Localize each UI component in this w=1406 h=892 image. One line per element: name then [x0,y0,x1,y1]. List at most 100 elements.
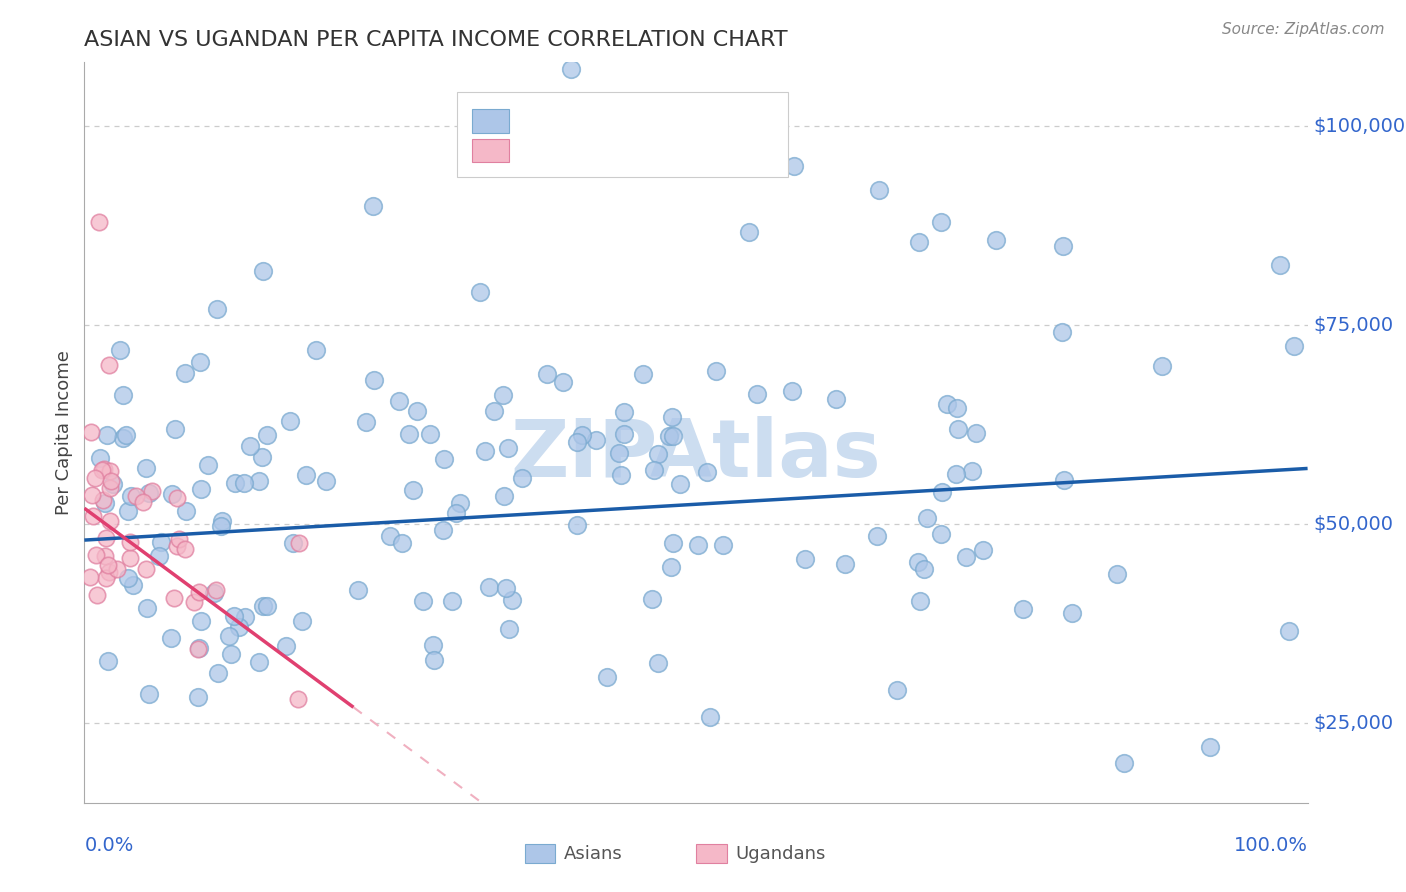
Point [120,490,142,504]
Point [972,543,994,558]
Point [204,583,226,598]
Point [112,388,135,402]
Point [946,422,969,436]
Point [560,62,582,77]
Point [686,538,709,552]
Point [103,477,125,491]
Point [86,588,108,602]
Point [98,464,121,478]
Text: R =: R = [522,112,564,130]
Point [315,474,337,488]
Text: $25,000: $25,000 [1313,714,1393,732]
Text: 36: 36 [720,141,747,160]
Point [595,670,617,684]
Bar [472,109,509,133]
Text: R =: R = [522,141,564,160]
Point [783,159,806,173]
Point [100,474,122,488]
Point [782,384,804,398]
Point [658,429,681,443]
Bar [696,844,727,863]
Text: 148: 148 [720,112,761,130]
Point [908,235,931,249]
Point [501,593,523,607]
Point [84,471,107,485]
Point [97,654,120,668]
Point [363,373,385,387]
Point [190,614,212,628]
Point [224,476,246,491]
Point [662,536,685,550]
Point [94,571,117,585]
Text: ASIAN VS UGANDAN PER CAPITA INCOME CORRELATION CHART: ASIAN VS UGANDAN PER CAPITA INCOME CORRE… [84,29,787,50]
Point [187,642,209,657]
Point [1268,258,1291,272]
Point [1152,359,1174,373]
Point [494,489,516,503]
Text: 100.0%: 100.0% [1233,836,1308,855]
Point [252,264,274,278]
Point [94,549,117,563]
Point [696,466,718,480]
Point [915,510,938,524]
Point [97,358,120,372]
Point [149,534,172,549]
Point [209,518,232,533]
Point [80,487,103,501]
Point [163,422,186,436]
Point [278,414,301,428]
Point [793,552,815,566]
Point [173,366,195,380]
Point [135,601,157,615]
Point [148,549,170,563]
Point [233,610,256,624]
Point [163,591,186,606]
Point [647,656,669,670]
Point [211,514,233,528]
Point [287,692,309,706]
Point [96,428,118,442]
Text: 0.0%: 0.0% [84,836,134,855]
Point [553,375,575,389]
Point [912,562,935,576]
Point [711,538,734,552]
Point [571,427,593,442]
Point [474,443,496,458]
Point [89,450,111,465]
Point [1114,756,1136,770]
Point [986,233,1008,247]
Point [482,404,505,418]
Point [931,526,953,541]
Point [585,434,607,448]
Point [907,555,929,569]
Text: -0.251: -0.251 [572,141,643,160]
Point [97,558,120,572]
Point [219,647,242,661]
Point [167,532,190,546]
Point [138,486,160,500]
Point [388,394,411,409]
Text: $100,000: $100,000 [1313,117,1406,136]
Point [250,450,273,464]
Point [228,619,250,633]
Point [662,429,685,443]
Point [291,615,314,629]
Point [132,495,155,509]
Point [93,495,115,509]
Point [281,536,304,550]
Point [433,452,456,467]
Point [478,580,501,594]
Point [866,529,889,543]
Point [274,640,297,654]
Point [423,652,446,666]
Point [607,446,630,460]
Text: $75,000: $75,000 [1313,316,1393,334]
Point [960,464,983,478]
Point [908,594,931,608]
Point [1198,740,1220,755]
Point [1062,607,1084,621]
Point [252,599,274,614]
Point [256,599,278,613]
Point [122,578,145,592]
Point [187,690,209,705]
